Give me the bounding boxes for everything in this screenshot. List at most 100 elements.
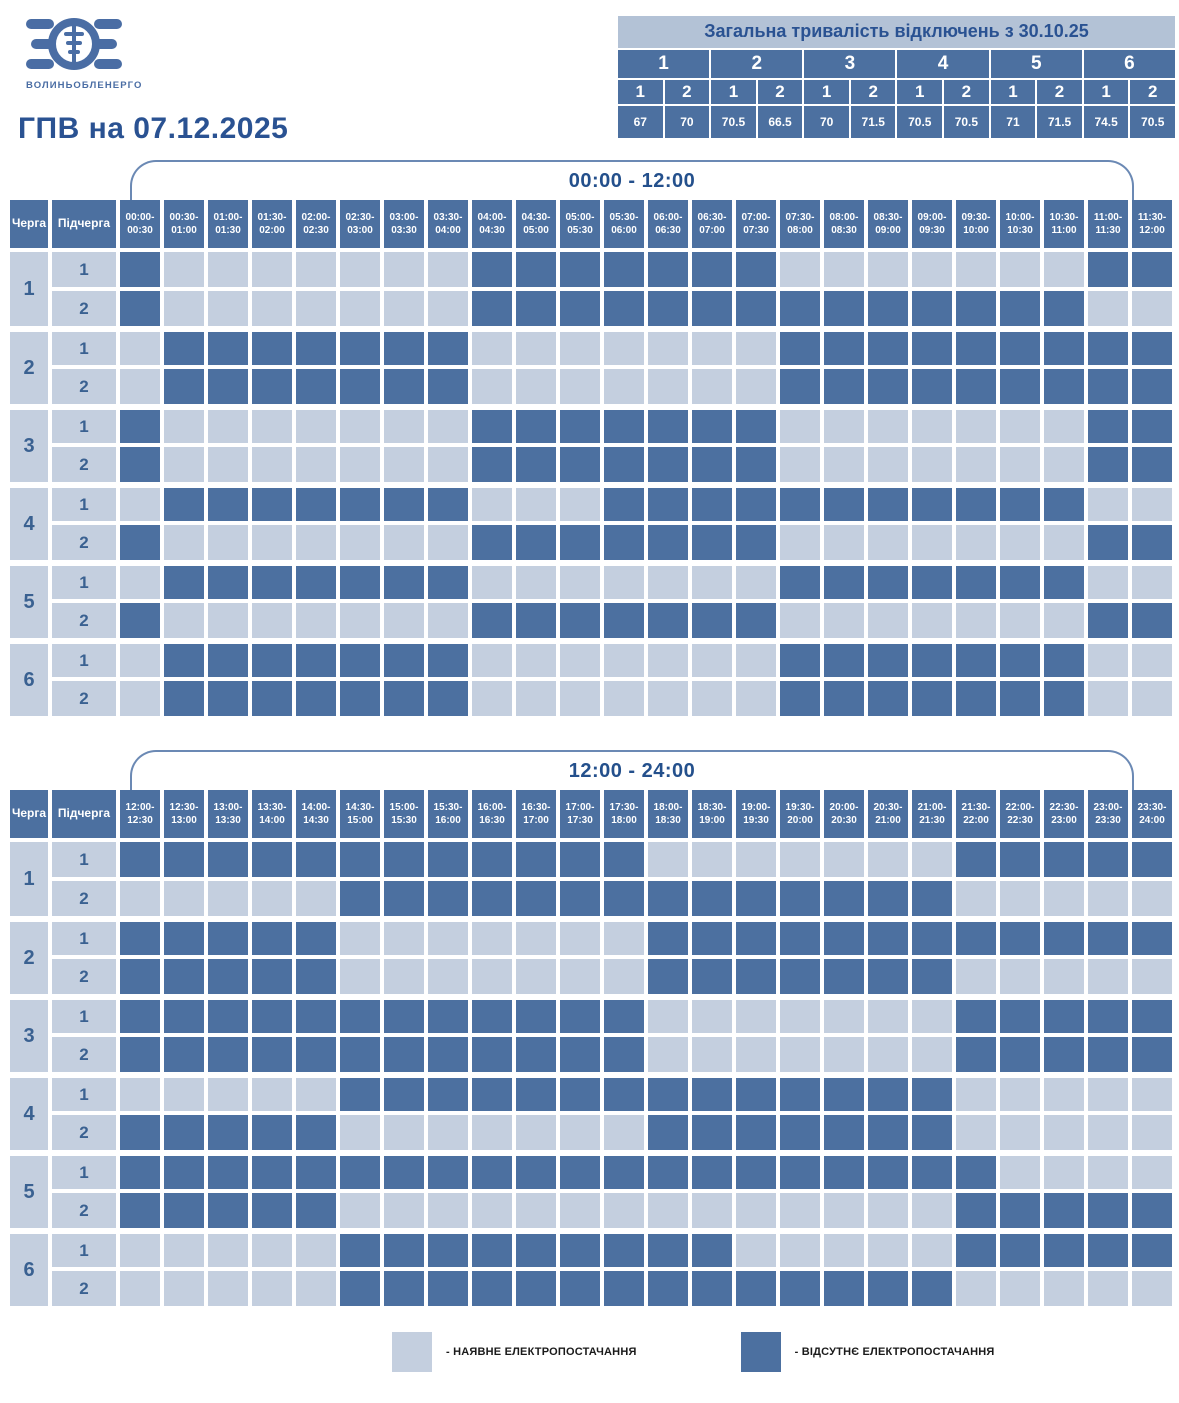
schedule-cell [780, 881, 820, 916]
schedule-cell [428, 842, 468, 877]
schedule-cell [956, 525, 996, 560]
subqueue-label: 2 [52, 1115, 116, 1150]
schedule-cell [164, 1271, 204, 1306]
schedule-cell [692, 1037, 732, 1072]
schedule-cell [648, 681, 688, 716]
summary-queue-number: 6 [1083, 50, 1175, 78]
schedule-cell [252, 525, 292, 560]
schedule-cell [780, 486, 820, 521]
time-slot-header: 00:30- 01:00 [164, 200, 204, 248]
schedule-cell [296, 603, 336, 638]
schedule-cell [340, 881, 380, 916]
schedule-cell [780, 408, 820, 443]
schedule-cell [164, 1076, 204, 1111]
queue-label: 6 [10, 642, 48, 716]
schedule-cell [956, 681, 996, 716]
schedule-cell [1088, 959, 1128, 994]
schedule-cell [208, 1271, 248, 1306]
schedule-cell [208, 1037, 248, 1072]
schedule-cell [428, 1154, 468, 1189]
schedule-cell [516, 1154, 556, 1189]
schedule-cell [340, 603, 380, 638]
summary-subqueue-number: 1 [897, 80, 943, 104]
schedule-cell [208, 842, 248, 877]
summary-subqueue-number: 2 [1130, 80, 1175, 104]
schedule-cell [1000, 447, 1040, 482]
time-slot-header: 20:30- 21:00 [868, 790, 908, 838]
schedule-cell [164, 447, 204, 482]
schedule-cell [1044, 486, 1084, 521]
time-slot-header: 16:30- 17:00 [516, 790, 556, 838]
schedule-cell [560, 603, 600, 638]
time-slot-header: 17:00- 17:30 [560, 790, 600, 838]
schedule-cell [604, 369, 644, 404]
schedule-cell [956, 881, 996, 916]
time-slot-header: 05:30- 06:00 [604, 200, 644, 248]
schedule-cell [956, 842, 996, 877]
schedule-cell [780, 842, 820, 877]
schedule-cell [1044, 920, 1084, 955]
schedule-cell [428, 1271, 468, 1306]
subqueue-column-header: Підчерга [52, 790, 116, 838]
schedule-cell [208, 1193, 248, 1228]
schedule-cell [428, 369, 468, 404]
schedule-cell [472, 1271, 512, 1306]
schedule-cell [648, 291, 688, 326]
schedule-cell [736, 447, 776, 482]
schedule-cell [384, 842, 424, 877]
schedule-cell [1000, 881, 1040, 916]
schedule-cell [1088, 486, 1128, 521]
schedule-cell [956, 1271, 996, 1306]
schedule-cell [648, 959, 688, 994]
schedule-cell [516, 1232, 556, 1267]
schedule-cell [120, 564, 160, 599]
schedule-cell [1088, 291, 1128, 326]
schedule-cell [912, 603, 952, 638]
schedule-cell [824, 486, 864, 521]
time-slot-header: 04:30- 05:00 [516, 200, 556, 248]
schedule-cell [384, 959, 424, 994]
schedule-cell [120, 881, 160, 916]
schedule-cell [1000, 369, 1040, 404]
schedule-cell [340, 959, 380, 994]
schedule-cell [1044, 291, 1084, 326]
schedule-cell [1000, 681, 1040, 716]
time-range-bracket: 00:00 - 12:00 [130, 160, 1134, 200]
schedule-cell [648, 1154, 688, 1189]
schedule-cell [1132, 1076, 1172, 1111]
schedule-cell [296, 1076, 336, 1111]
schedule-cell [1044, 1271, 1084, 1306]
schedule-cell [736, 1037, 776, 1072]
time-slot-header: 14:30- 15:00 [340, 790, 380, 838]
schedule-cell [648, 330, 688, 365]
schedule-cell [560, 1232, 600, 1267]
schedule-table-evening: 12:00 - 24:00 Черга Підчерга 12:00- 12:30 12… [10, 750, 1172, 1306]
schedule-cell [560, 369, 600, 404]
subqueue-label: 1 [52, 920, 116, 955]
schedule-cell [1132, 564, 1172, 599]
schedule-cell [1088, 1271, 1128, 1306]
schedule-cell [340, 486, 380, 521]
schedule-cell [296, 842, 336, 877]
schedule-cell [472, 564, 512, 599]
page-title: ГПВ на 07.12.2025 [18, 112, 289, 145]
schedule-cell [296, 1037, 336, 1072]
schedule-cell [1088, 369, 1128, 404]
schedule-grid-morning: Черга Підчерга 00:00- 00:30 00:30- 01:00 01:00… [10, 200, 1172, 716]
schedule-cell [516, 1193, 556, 1228]
schedule-cell [868, 330, 908, 365]
time-range-bracket: 12:00 - 24:00 [130, 750, 1134, 790]
schedule-cell [1088, 642, 1128, 677]
schedule-cell [648, 564, 688, 599]
schedule-cell [252, 369, 292, 404]
schedule-cell [164, 486, 204, 521]
schedule-cell [252, 603, 292, 638]
subqueue-label: 2 [52, 369, 116, 404]
schedule-cell [780, 252, 820, 287]
schedule-cell [912, 642, 952, 677]
schedule-cell [296, 525, 336, 560]
schedule-cell [1000, 525, 1040, 560]
schedule-cell [516, 1115, 556, 1150]
schedule-cell [560, 642, 600, 677]
schedule-cell [956, 369, 996, 404]
